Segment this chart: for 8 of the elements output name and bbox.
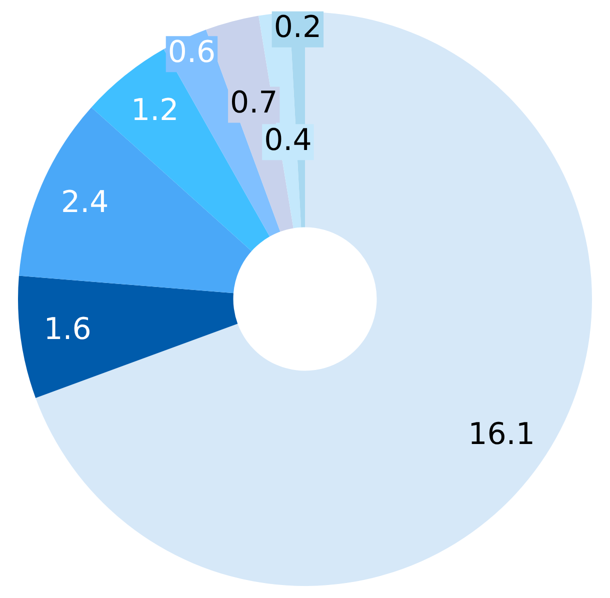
data-label: 0.6 (168, 34, 216, 70)
data-label: 16.1 (468, 416, 535, 452)
data-label: 0.4 (264, 122, 312, 158)
data-label: 0.2 (274, 10, 322, 46)
data-label: 2.4 (61, 185, 109, 220)
data-label: 0.7 (230, 86, 278, 121)
data-label: 1.6 (44, 312, 92, 348)
data-label: 1.2 (131, 93, 179, 128)
